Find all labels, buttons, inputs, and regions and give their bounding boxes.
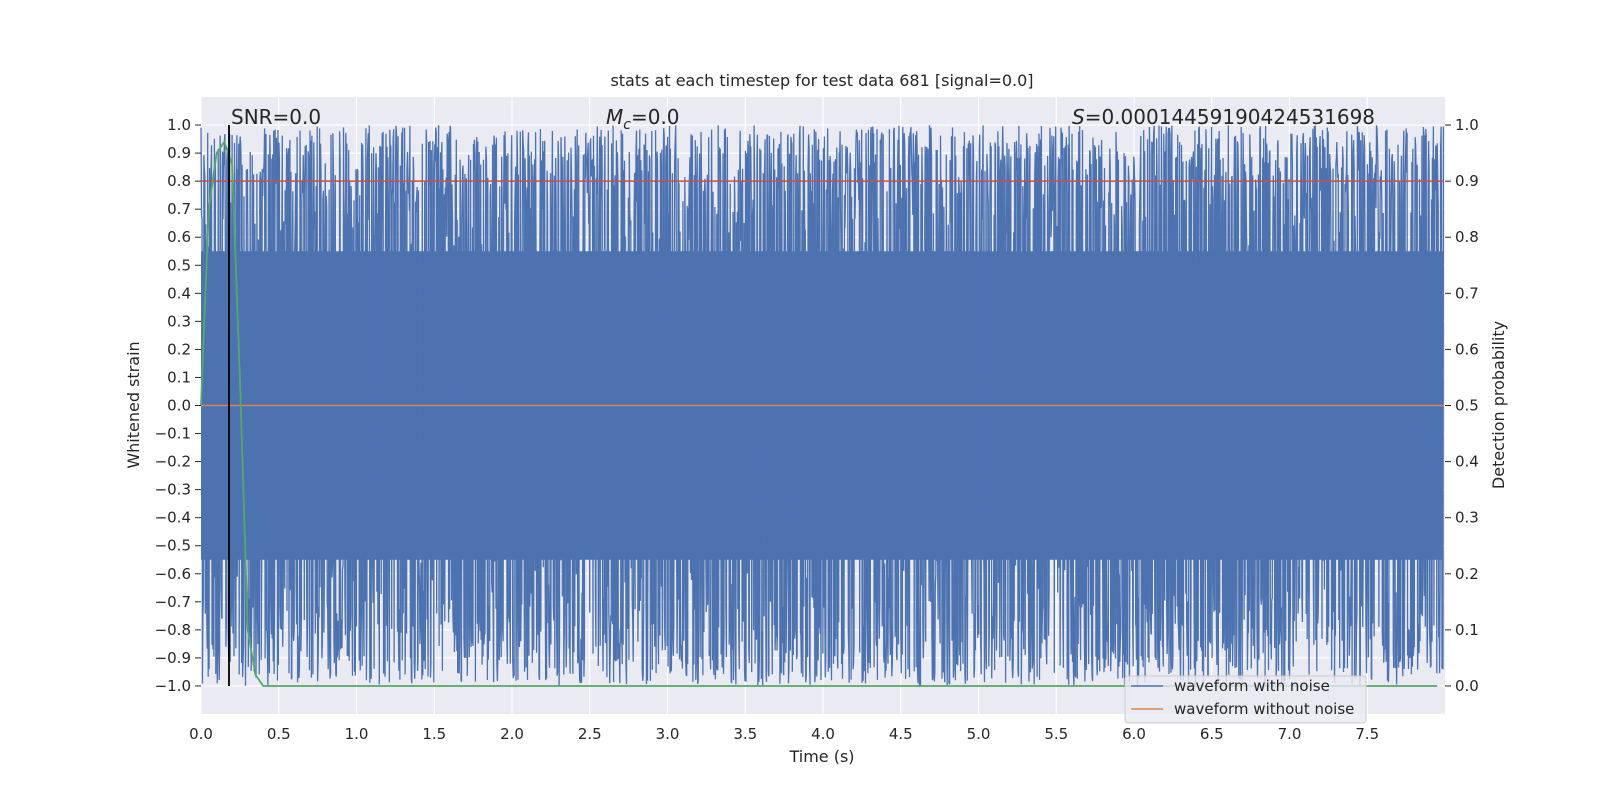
y-tick-label: 0.3 bbox=[167, 312, 191, 330]
probability-line bbox=[200, 139, 1438, 687]
x-axis-label: Time (s) bbox=[788, 747, 854, 766]
legend: waveform with noise waveform without noi… bbox=[1124, 675, 1367, 724]
y-tick-label: 0.8 bbox=[167, 172, 191, 190]
y-tick-label: 0.6 bbox=[167, 228, 191, 246]
legend-box bbox=[1124, 675, 1367, 724]
y2-tick-label: 0.2 bbox=[1455, 565, 1479, 583]
s-symbol: S bbox=[1072, 105, 1085, 129]
y-tick-label: −1.0 bbox=[155, 677, 191, 695]
s-annotation: S=0.00014459190424531698 bbox=[1072, 105, 1375, 129]
x-tick-label: 2.0 bbox=[500, 725, 524, 743]
x-tick-label: 4.0 bbox=[811, 725, 835, 743]
y2-tick-label: 0.8 bbox=[1455, 228, 1479, 246]
x-tick-label: 3.0 bbox=[656, 725, 680, 743]
y2-axis-label: Detection probability bbox=[1489, 321, 1508, 489]
y-tick-label: −0.3 bbox=[155, 481, 191, 499]
y-axis-label: Whitened strain bbox=[124, 341, 143, 468]
y2-tick-label: 0.7 bbox=[1455, 284, 1479, 302]
x-tick-label: 6.5 bbox=[1200, 725, 1224, 743]
y-tick-label: −0.9 bbox=[155, 649, 191, 667]
y-tick-label: 0.5 bbox=[167, 256, 191, 274]
x-tick-label: 6.0 bbox=[1122, 725, 1146, 743]
x-tick-label: 5.5 bbox=[1044, 725, 1068, 743]
y-tick-label: 0.7 bbox=[167, 200, 191, 218]
y-tick-label: −0.8 bbox=[155, 621, 191, 639]
y2-tick-label: 1.0 bbox=[1455, 116, 1479, 134]
s-value: =0.00014459190424531698 bbox=[1085, 105, 1375, 129]
y-tick-label: 0.2 bbox=[167, 340, 191, 358]
y2-tick-label: 0.5 bbox=[1455, 397, 1479, 415]
mc-annotation: Mc=0.0 bbox=[606, 105, 680, 133]
y-ticks: 1.0 0.9 0.8 0.7 0.6 0.5 0.4 0.3 0.2 0.1 0.0 −0.1 −0.… bbox=[155, 116, 201, 695]
series-lines bbox=[200, 125, 1444, 687]
y2-tick-label: 0.6 bbox=[1455, 340, 1479, 358]
x-tick-label: 4.5 bbox=[889, 725, 913, 743]
y2-tick-label: 0.3 bbox=[1455, 509, 1479, 527]
y-tick-label: −0.1 bbox=[155, 425, 191, 443]
y-tick-label: 0.1 bbox=[167, 368, 191, 386]
y-tick-label: 1.0 bbox=[167, 116, 191, 134]
x-ticks: 0.0 0.5 1.0 1.5 2.0 2.5 3.0 3.5 4.0 4.5 5.0 5.5 6.0 6… bbox=[189, 725, 1379, 743]
y-tick-label: −0.6 bbox=[155, 565, 191, 583]
x-tick-label: 5.0 bbox=[967, 725, 991, 743]
legend-label-noise: waveform with noise bbox=[1174, 677, 1330, 695]
y-tick-label: 0.0 bbox=[167, 397, 191, 415]
y-tick-label: −0.7 bbox=[155, 593, 191, 611]
y2-tick-label: 0.0 bbox=[1455, 677, 1479, 695]
x-tick-label: 3.5 bbox=[733, 725, 757, 743]
noise-waveform-line bbox=[200, 125, 1445, 688]
x-tick-label: 7.0 bbox=[1278, 725, 1302, 743]
y-tick-label: −0.2 bbox=[155, 453, 191, 471]
x-tick-label: 1.5 bbox=[422, 725, 446, 743]
x-tick-label: 0.0 bbox=[189, 725, 213, 743]
y2-tick-label: 0.4 bbox=[1455, 453, 1479, 471]
y2-tick-label: 0.1 bbox=[1455, 621, 1479, 639]
chart-title: stats at each timestep for test data 681… bbox=[610, 71, 1033, 90]
mc-value: =0.0 bbox=[631, 105, 680, 129]
y-tick-label: −0.4 bbox=[155, 509, 191, 527]
legend-label-clean: waveform without noise bbox=[1174, 700, 1354, 718]
x-tick-label: 7.5 bbox=[1355, 725, 1379, 743]
snr-annotation: SNR=0.0 bbox=[231, 105, 321, 129]
y2-ticks: 1.0 0.9 0.8 0.7 0.6 0.5 0.4 0.3 0.2 0.1 0.0 bbox=[1445, 116, 1479, 695]
y-tick-label: −0.5 bbox=[155, 537, 191, 555]
mc-symbol: M bbox=[606, 105, 623, 129]
x-tick-label: 2.5 bbox=[578, 725, 602, 743]
x-tick-label: 0.5 bbox=[267, 725, 291, 743]
x-tick-label: 1.0 bbox=[345, 725, 369, 743]
mc-subscript: c bbox=[623, 117, 631, 133]
y2-tick-label: 0.9 bbox=[1455, 172, 1479, 190]
y-tick-label: 0.4 bbox=[167, 284, 191, 302]
y-tick-label: 0.9 bbox=[167, 144, 191, 162]
